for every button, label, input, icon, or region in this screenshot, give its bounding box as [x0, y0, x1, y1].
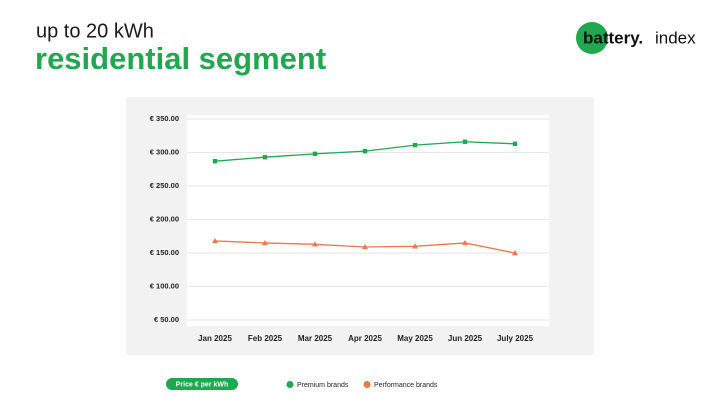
y-tick-label: € 50.00 [154, 315, 179, 324]
point [312, 241, 318, 247]
logo-suffix: index [655, 28, 696, 47]
y-tick-label: € 200.00 [150, 214, 179, 223]
x-tick-label: Mar 2025 [298, 334, 333, 343]
point [262, 239, 268, 246]
point [212, 237, 218, 244]
point [262, 154, 268, 160]
y-tick-label: € 300.00 [150, 147, 179, 156]
y-tick-label: € 100.00 [150, 281, 179, 290]
y-axis-label: Price € per kWh [176, 381, 229, 388]
point [362, 148, 368, 154]
point [412, 243, 418, 249]
y-tick-label: € 350.00 [150, 114, 179, 123]
point [362, 243, 368, 250]
point [462, 139, 468, 144]
point [462, 239, 468, 246]
point [512, 250, 518, 256]
logo-mark [576, 22, 608, 54]
logo-name: battery. [583, 28, 643, 47]
point [312, 151, 318, 157]
x-tick-label: Feb 2025 [248, 334, 283, 343]
point [512, 141, 518, 146]
point [212, 159, 218, 164]
legend-swatch [363, 381, 371, 388]
x-tick-label: May 2025 [397, 334, 433, 343]
y-tick-label: € 250.00 [150, 181, 179, 190]
x-tick-label: Jan 2025 [198, 334, 232, 343]
x-tick-label: Apr 2025 [348, 334, 382, 343]
x-tick-label: Jun 2025 [448, 334, 483, 343]
legend-label: Premium brands [297, 382, 349, 389]
title: residential segment [35, 41, 326, 76]
x-tick-label: July 2025 [497, 334, 534, 343]
legend-label: Performance brands [374, 382, 438, 389]
legend-swatch [286, 381, 294, 388]
axis-badge [166, 378, 238, 390]
plot-area [187, 115, 549, 326]
point [412, 142, 418, 148]
subtitle: up to 20 kWh [36, 20, 154, 42]
y-tick-label: € 150.00 [150, 248, 179, 257]
